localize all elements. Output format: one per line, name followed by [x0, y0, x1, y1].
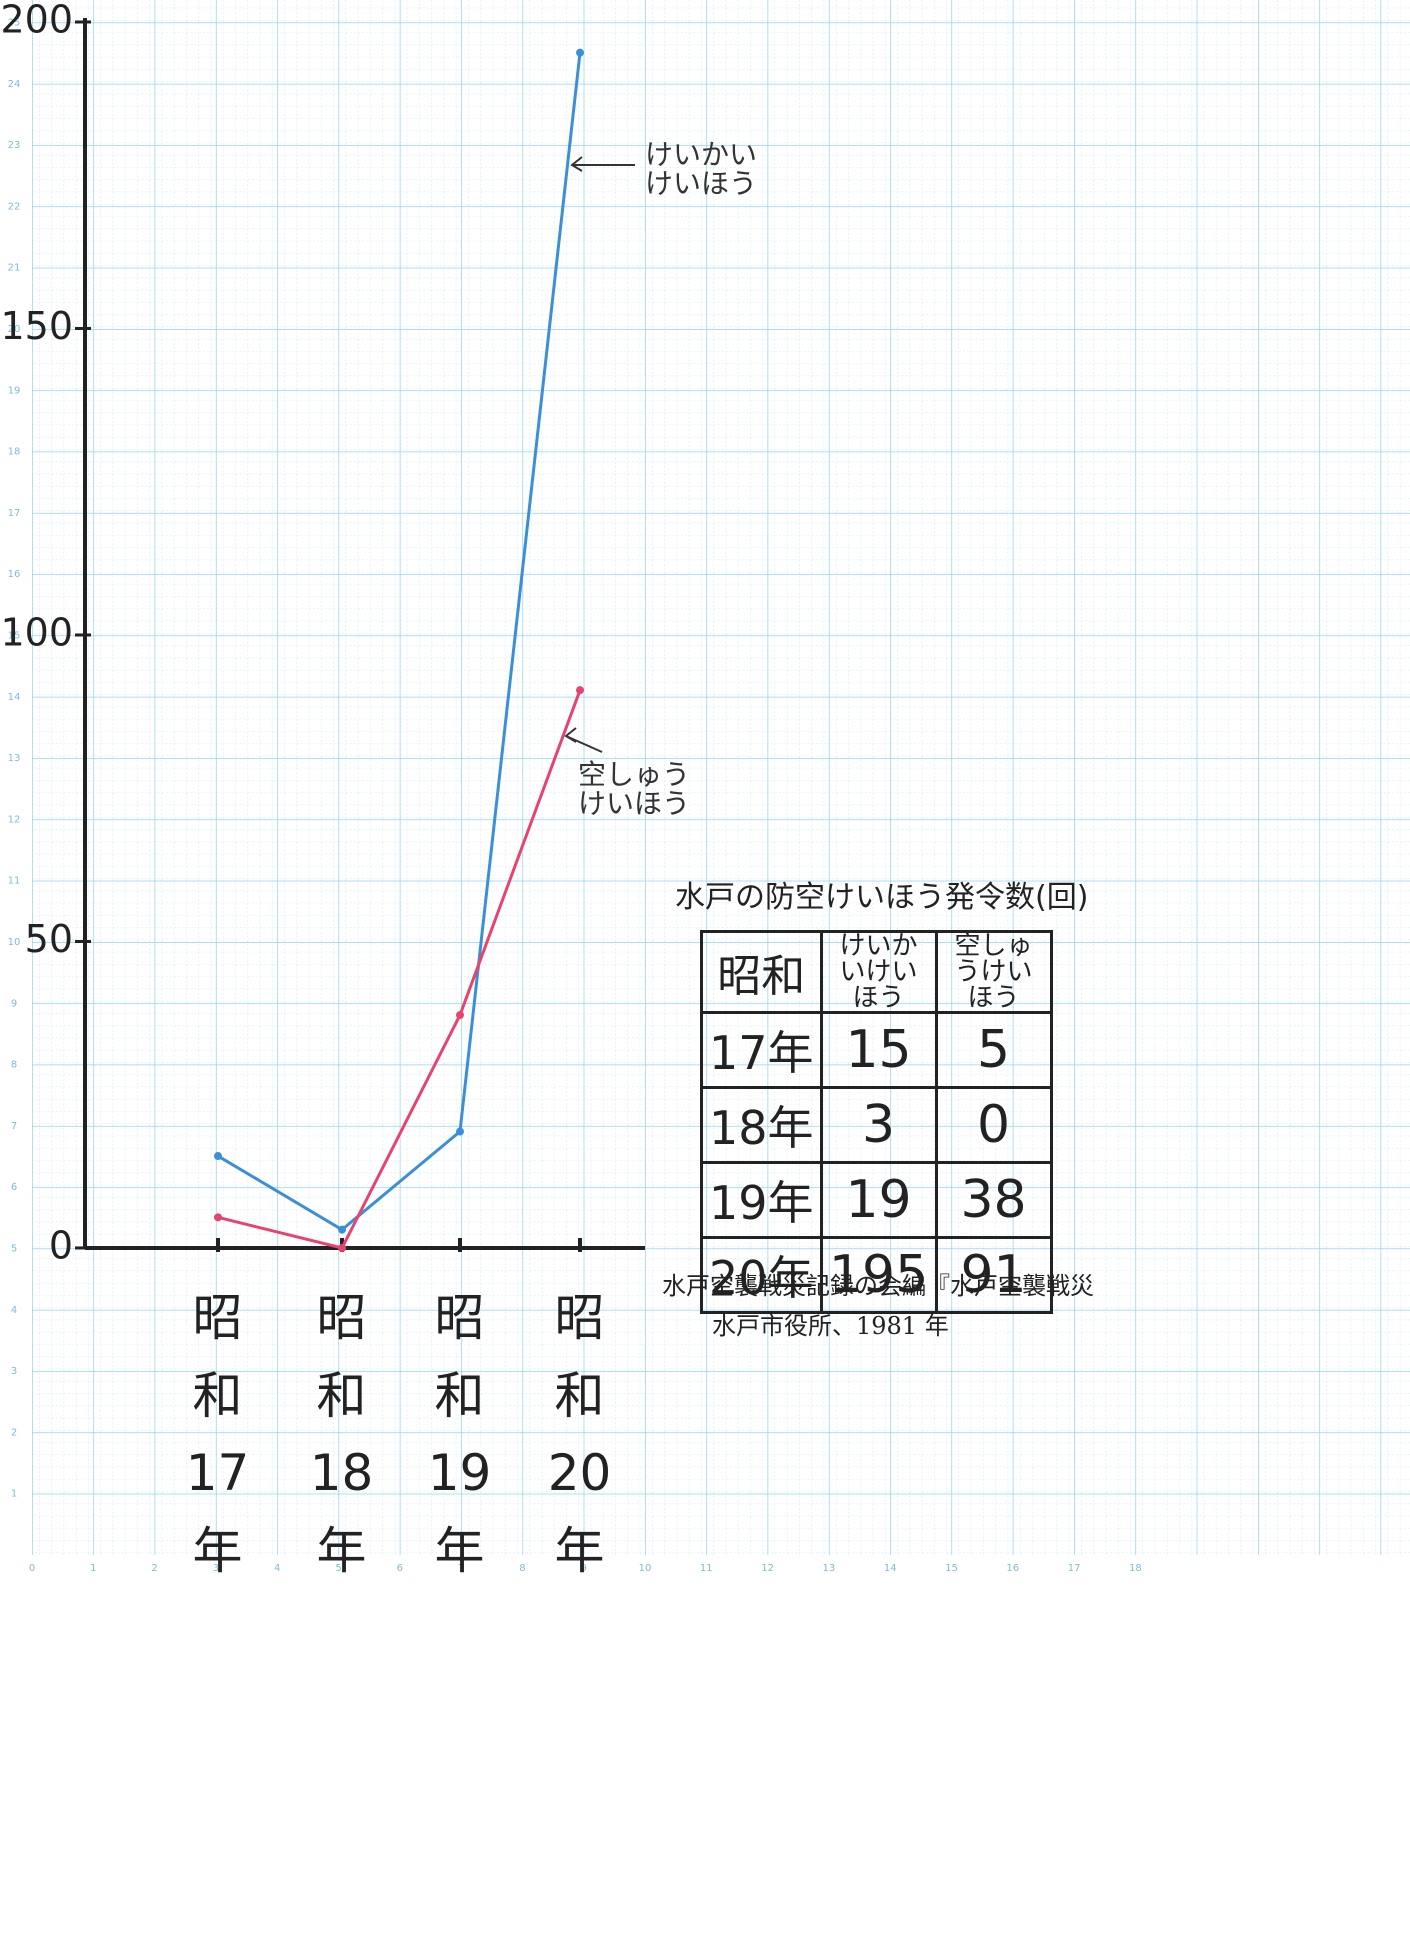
y-tick-label: 200: [0, 0, 73, 42]
data-point: [338, 1244, 346, 1252]
paper-row-number: 7: [11, 1121, 17, 1132]
y-tick-label: 100: [0, 611, 73, 655]
paper-row-number: 23: [8, 140, 21, 151]
data-point: [214, 1213, 222, 1221]
paper-row-number: 14: [8, 692, 21, 703]
source-text: 水戸市役所、1981 年: [712, 1306, 949, 1341]
paper-column-number: 11: [700, 1563, 713, 1574]
paper-row-number: 19: [8, 385, 21, 396]
table-cell: 15: [821, 1013, 936, 1088]
data-point: [576, 686, 584, 694]
paper-column-number: 15: [945, 1563, 958, 1574]
table-header-cell: 空しゅうけいほう: [936, 932, 1051, 1013]
table-cell: 19: [821, 1163, 936, 1238]
data-point: [214, 1152, 222, 1160]
source-text: 水戸空襲戦災記録の会編『水戸空襲戦災: [662, 1266, 1094, 1301]
table-cell: 0: [936, 1088, 1051, 1163]
paper-row-number: 2: [11, 1427, 17, 1438]
table-row-label: 18年: [702, 1088, 822, 1163]
paper-column-number: 10: [639, 1563, 652, 1574]
paper-row-number: 22: [8, 201, 21, 212]
x-tick-label: 昭和18年: [309, 1280, 374, 1590]
data-point: [576, 49, 584, 57]
table-header-cell: けいかいけいほう: [821, 932, 936, 1013]
page: 1234567891011121314151617181920212223242…: [0, 0, 1410, 1937]
paper-row-number: 5: [11, 1244, 17, 1255]
paper-row-number: 3: [11, 1366, 17, 1377]
paper-row-number: 16: [8, 569, 21, 580]
table-header: 昭和けいかいけいほう空しゅうけいほう: [702, 932, 1052, 1013]
paper-row-number: 4: [11, 1305, 17, 1316]
series-label: けいかいけいほう: [645, 140, 765, 199]
table-cell: 5: [936, 1013, 1051, 1088]
y-tick-label: 50: [25, 917, 73, 961]
paper-column-number: 1: [90, 1563, 96, 1574]
x-tick-label: 昭和17年: [185, 1280, 250, 1590]
y-tick-label: 150: [0, 304, 73, 348]
table-row-label: 17年: [702, 1013, 822, 1088]
data-point: [338, 1226, 346, 1234]
paper-row-number: 24: [8, 79, 21, 90]
paper-column-number: 14: [884, 1563, 897, 1574]
paper-column-number: 16: [1006, 1563, 1019, 1574]
x-tick-label: 昭和20年: [547, 1280, 612, 1590]
paper-column-number: 2: [151, 1563, 157, 1574]
series-label: 空しゅうけいほう: [578, 760, 698, 819]
paper-row-number: 8: [11, 1060, 17, 1071]
paper-column-number: 6: [397, 1563, 403, 1574]
paper-row-number: 6: [11, 1182, 17, 1193]
paper-column-number: 18: [1129, 1563, 1142, 1574]
paper-row-number: 1: [11, 1489, 17, 1500]
paper-row-number: 17: [8, 508, 21, 519]
y-tick-label: 0: [49, 1224, 73, 1268]
paper-row-number: 11: [8, 876, 21, 887]
table-header-cell: 昭和: [702, 932, 822, 1013]
table-cell: 3: [821, 1088, 936, 1163]
paper-column-number: 13: [823, 1563, 836, 1574]
table-title: 水戸の防空けいほう発令数(回): [675, 872, 1088, 916]
paper-row-number: 13: [8, 753, 21, 764]
paper-column-number: 8: [519, 1563, 525, 1574]
paper-row-number: 9: [11, 998, 17, 1009]
paper-row-number: 10: [8, 937, 21, 948]
paper-column-number: 4: [274, 1563, 280, 1574]
paper-row-number: 12: [8, 814, 21, 825]
table-cell: 38: [936, 1163, 1051, 1238]
paper-row-number: 21: [8, 263, 21, 274]
paper-column-number: 0: [29, 1563, 35, 1574]
data-point: [456, 1011, 464, 1019]
paper-column-number: 17: [1068, 1563, 1081, 1574]
data-point: [456, 1128, 464, 1136]
paper-row-number: 18: [8, 447, 21, 458]
x-tick-label: 昭和19年: [427, 1280, 492, 1590]
table-row-label: 19年: [702, 1163, 822, 1238]
paper-column-number: 12: [761, 1563, 774, 1574]
